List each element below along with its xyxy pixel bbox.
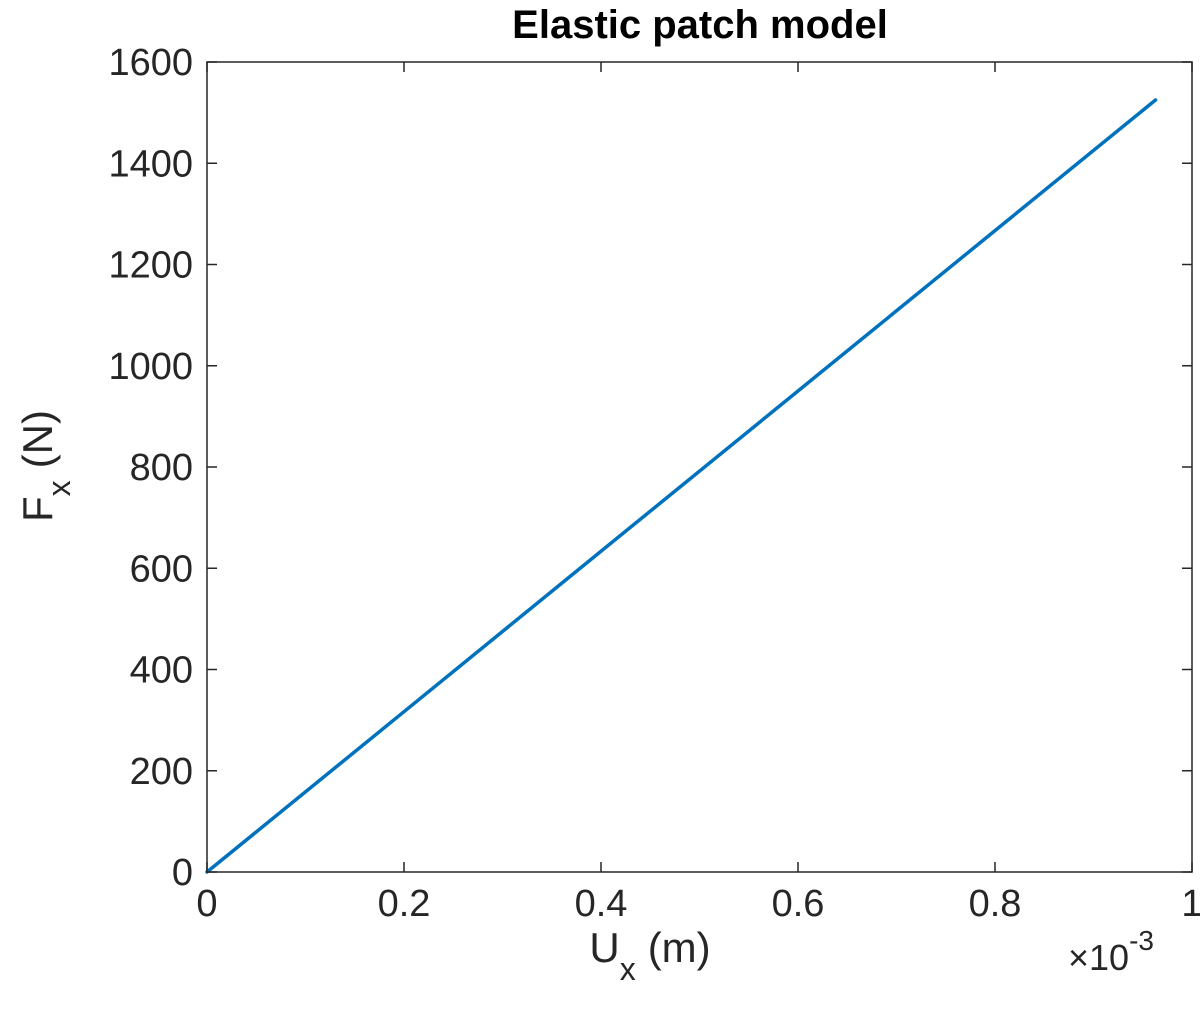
axes-box xyxy=(206,61,1193,873)
y-tick-label: 1000 xyxy=(108,346,193,388)
x-axis-multiplier-exponent: -3 xyxy=(1129,925,1154,956)
x-tick-label: 0 xyxy=(196,883,217,925)
y-tick-label: 400 xyxy=(130,650,193,692)
y-axis-label-unit: (N) xyxy=(14,410,61,468)
y-tick-label: 1600 xyxy=(108,42,193,84)
series-line xyxy=(205,98,1158,874)
x-axis-label-subscript: x xyxy=(620,951,636,987)
y-axis-label-main: F xyxy=(14,496,61,522)
x-tick-label: 0.2 xyxy=(378,883,431,925)
x-tick-label: 1 xyxy=(1181,883,1200,925)
x-axis-label-main: U xyxy=(589,924,619,971)
x-tick-label: 0.4 xyxy=(575,883,628,925)
y-tick-label: 1200 xyxy=(108,245,193,287)
y-tick-labels: 0 200 400 600 800 1000 1200 1400 1600 xyxy=(108,42,193,894)
series-group xyxy=(205,98,1158,874)
y-tick-label: 800 xyxy=(130,447,193,489)
x-tick-label: 0.6 xyxy=(772,883,825,925)
x-tick-label: 0.8 xyxy=(969,883,1022,925)
x-axis-multiplier-base: ×10 xyxy=(1068,937,1129,978)
y-tick-label: 600 xyxy=(130,548,193,590)
y-tick-label: 200 xyxy=(130,751,193,793)
y-axis-label-subscript: x xyxy=(41,480,77,496)
y-tick-label: 1400 xyxy=(108,143,193,185)
x-axis-label-unit: (m) xyxy=(648,924,711,971)
y-axis-label: Fx (N) xyxy=(14,410,77,522)
y-tick-label: 0 xyxy=(172,852,193,894)
x-tick-labels: 0 0.2 0.4 0.6 0.8 1 xyxy=(196,883,1200,925)
x-axis-label: Ux (m) xyxy=(589,924,710,987)
chart-title: Elastic patch model xyxy=(512,3,888,47)
x-axis-multiplier: ×10-3 xyxy=(1068,925,1154,978)
